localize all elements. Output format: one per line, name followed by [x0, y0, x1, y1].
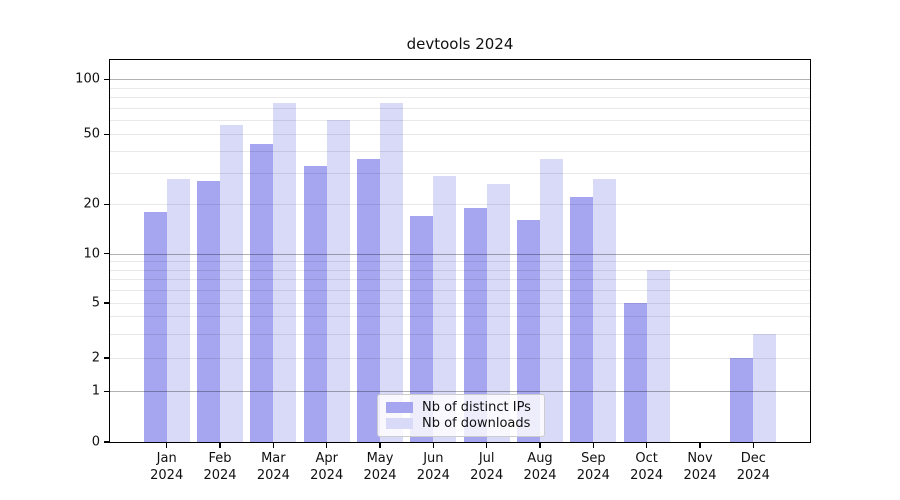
- bar-downloads-jan: [166, 178, 190, 442]
- bar-ips-may: [357, 159, 381, 442]
- gridline-80: [110, 97, 810, 98]
- y-tick-label-2: 2: [91, 350, 100, 366]
- y-tick-10: [103, 252, 110, 255]
- x-tick-apr: [325, 442, 328, 448]
- bar-ips-feb: [197, 181, 221, 442]
- bar-ips-dec: [730, 358, 754, 442]
- y-tick-label-5: 5: [91, 295, 100, 311]
- x-tick-jan: [166, 442, 168, 448]
- bar-downloads-aug: [540, 159, 563, 442]
- gridline-90: [110, 87, 810, 89]
- x-tick-label-may: May 2024: [363, 451, 397, 483]
- legend: Nb of distinct IPs Nb of downloads: [377, 394, 545, 437]
- bar-downloads-mar: [273, 103, 297, 442]
- x-tick-label-dec: Dec 2024: [736, 451, 770, 483]
- y-tick-100: [103, 78, 110, 80]
- bar-ips-sep: [570, 197, 594, 442]
- y-tick-label-50: 50: [83, 126, 100, 142]
- legend-swatch-distinct-ips: [386, 402, 413, 413]
- chart-title: devtools 2024: [406, 35, 514, 53]
- x-tick-label-mar: Mar 2024: [256, 451, 290, 483]
- y-tick-2: [103, 357, 110, 359]
- legend-label-distinct-ips: Nb of distinct IPs: [422, 400, 531, 415]
- gridline-100: [110, 79, 810, 81]
- bar-downloads-feb: [220, 125, 244, 442]
- legend-label-downloads: Nb of downloads: [422, 416, 531, 431]
- y-tick-label-1: 1: [91, 383, 100, 399]
- y-tick-label-20: 20: [83, 196, 100, 212]
- gridline-60: [110, 119, 810, 121]
- x-tick-jun: [432, 442, 435, 448]
- x-tick-sep: [592, 442, 595, 448]
- x-tick-label-sep: Sep 2024: [576, 451, 610, 483]
- x-tick-label-feb: Feb 2024: [203, 451, 237, 483]
- x-tick-jul: [485, 442, 488, 448]
- bar-downloads-sep: [593, 178, 617, 442]
- bar-downloads-oct: [646, 269, 670, 442]
- gridline-30: [110, 173, 810, 175]
- y-tick-5: [103, 302, 110, 304]
- y-tick-50: [103, 133, 110, 135]
- x-tick-mar: [272, 442, 275, 448]
- x-tick-nov: [699, 442, 701, 448]
- x-tick-label-nov: Nov 2024: [683, 451, 717, 483]
- bar-downloads-jul: [486, 184, 510, 442]
- bar-downloads-dec: [753, 333, 777, 442]
- x-tick-label-aug: Aug 2024: [523, 451, 557, 483]
- bar-downloads-may: [380, 103, 404, 442]
- legend-item-downloads: Nb of downloads: [386, 416, 536, 431]
- x-tick-oct: [645, 442, 648, 448]
- x-tick-label-jun: Jun 2024: [416, 451, 450, 483]
- y-tick-label-0: 0: [91, 434, 100, 450]
- x-tick-label-jul: Jul 2024: [470, 451, 504, 483]
- y-tick-20: [103, 203, 110, 205]
- bar-ips-aug: [517, 220, 540, 442]
- legend-item-distinct-ips: Nb of distinct IPs: [386, 400, 536, 415]
- bar-ips-apr: [303, 166, 327, 442]
- bar-ips-jun: [410, 215, 434, 442]
- x-tick-feb: [219, 442, 221, 448]
- y-tick-0: [103, 441, 110, 443]
- bar-downloads-jun: [433, 175, 457, 442]
- x-tick-label-oct: Oct 2024: [630, 451, 664, 483]
- bar-downloads-apr: [326, 119, 350, 442]
- bar-ips-jul: [463, 207, 487, 442]
- y-tick-1: [103, 390, 110, 392]
- x-tick-dec: [752, 442, 755, 448]
- legend-swatch-downloads: [386, 418, 413, 429]
- x-tick-label-apr: Apr 2024: [310, 451, 344, 483]
- x-tick-may: [379, 442, 381, 448]
- gridline-40: [110, 151, 810, 153]
- y-tick-label-10: 10: [83, 246, 100, 262]
- gridline-50: [110, 134, 810, 136]
- bar-ips-mar: [250, 144, 274, 442]
- x-tick-aug: [539, 442, 541, 448]
- bar-ips-jan: [143, 211, 167, 442]
- y-tick-label-100: 100: [75, 71, 100, 87]
- bar-ips-oct: [623, 303, 647, 442]
- plot-area: [110, 60, 810, 442]
- x-tick-label-jan: Jan 2024: [150, 451, 184, 483]
- gridline-70: [110, 107, 810, 109]
